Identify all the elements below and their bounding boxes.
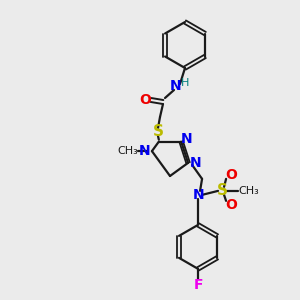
Text: N: N xyxy=(139,144,151,158)
Text: CH₃: CH₃ xyxy=(118,146,138,156)
Text: N: N xyxy=(192,188,204,202)
Text: CH₃: CH₃ xyxy=(239,186,260,196)
Text: N: N xyxy=(170,79,182,93)
Text: O: O xyxy=(139,93,151,107)
Text: S: S xyxy=(217,183,228,198)
Text: N: N xyxy=(180,132,192,145)
Text: O: O xyxy=(225,198,237,212)
Text: O: O xyxy=(225,168,237,182)
Text: H: H xyxy=(181,78,189,88)
Text: F: F xyxy=(193,278,203,292)
Text: N: N xyxy=(189,156,201,170)
Text: S: S xyxy=(152,124,164,140)
